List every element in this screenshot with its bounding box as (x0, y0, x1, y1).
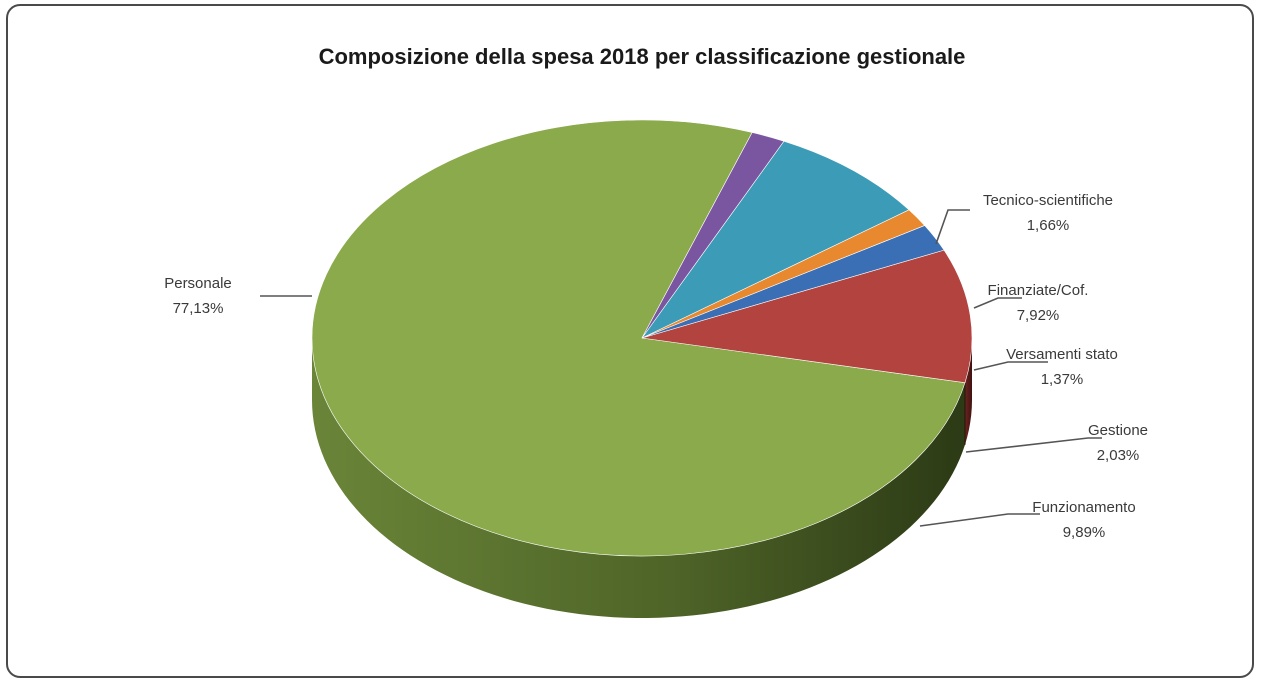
chart-frame: Composizione della spesa 2018 per classi… (6, 4, 1254, 678)
slice-label-personale: Personale (164, 275, 232, 292)
slice-tecnico-scientifiche (641, 132, 785, 339)
leader-line-versamenti-stato (973, 361, 1048, 371)
leader-line-funzionamento (919, 513, 1040, 527)
leader-lines (260, 209, 1102, 527)
slice-side-personale (312, 338, 965, 618)
slice-personale (311, 119, 966, 557)
leader-line-finanziate-cof (973, 297, 1022, 309)
slice-value-funzionamento: 9,89% (1063, 524, 1106, 541)
slice-value-tecnico-scientifiche: 1,66% (1027, 217, 1070, 234)
slice-funzionamento (641, 249, 973, 384)
pie-chart: Composizione della spesa 2018 per classi… (164, 44, 1148, 618)
leader-line-gestione (965, 437, 1102, 453)
slice-finanziate-cof (641, 140, 910, 339)
slice-label-tecnico-scientifiche: Tecnico-scientifiche (983, 192, 1113, 209)
slice-label-gestione: Gestione (1088, 422, 1148, 439)
slice-label-versamenti-stato: Versamenti stato (1006, 346, 1118, 363)
pie-top (311, 119, 973, 557)
leader-line-tecnico-scientifiche (935, 209, 970, 245)
slice-value-personale: 77,13% (173, 300, 224, 317)
slice-value-gestione: 2,03% (1097, 447, 1140, 464)
slice-label-funzionamento: Funzionamento (1032, 499, 1135, 516)
pie-sides (312, 338, 972, 618)
slice-labels: Personale 77,13% Tecnico-scientifiche 1,66%… (164, 192, 1148, 541)
slice-value-versamenti-stato: 1,37% (1041, 371, 1084, 388)
slice-label-finanziate-cof: Finanziate/Cof. (988, 282, 1089, 299)
slice-value-finanziate-cof: 7,92% (1017, 307, 1060, 324)
chart-title: Composizione della spesa 2018 per classi… (319, 44, 966, 69)
slice-side-funzionamento (964, 338, 972, 445)
